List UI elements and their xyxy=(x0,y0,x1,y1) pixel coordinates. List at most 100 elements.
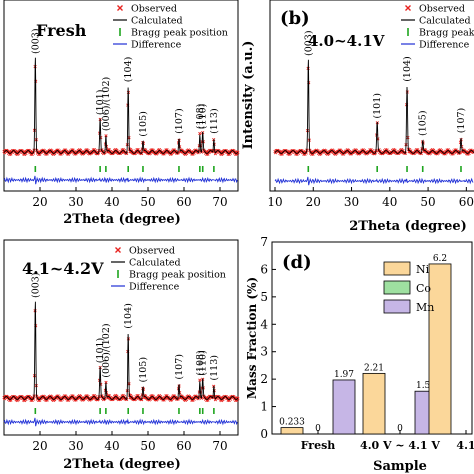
peak-label: (003) xyxy=(30,272,41,298)
legend-entry: Ni xyxy=(416,263,430,276)
bars: 0.233 0 1.97 2.21 0 1.56 6.2 xyxy=(279,254,452,435)
peak-label: (101) xyxy=(95,338,106,364)
legend-swatch-mn xyxy=(383,299,411,314)
y-tick-label: 6 xyxy=(260,262,268,276)
peak-label: (003) xyxy=(30,28,41,54)
calculated-series xyxy=(3,301,239,400)
x-tick-label: 30 xyxy=(68,195,83,209)
legend-marker-observed xyxy=(117,5,123,11)
legend-entry: Bragg peak position xyxy=(419,28,474,39)
calculated-series xyxy=(274,59,474,154)
legend-entry: Difference xyxy=(419,40,470,51)
difference-series xyxy=(274,176,474,186)
x-tick-label: 40 xyxy=(104,195,119,209)
peak-label: (104) xyxy=(123,303,134,329)
y-axis-label: Intensity (a.u.) xyxy=(241,41,256,150)
x-tick-label: 4.1 xyxy=(456,439,474,452)
chart-title: Fresh xyxy=(36,21,87,40)
plot-area: (003) (101)(006)/(102) (104) (105) (107) (108… xyxy=(2,28,240,185)
legend-entry: Calculated xyxy=(419,16,471,27)
x-tick-label: Fresh xyxy=(301,439,336,452)
x-tick-label: 20 xyxy=(32,439,47,453)
difference-series xyxy=(3,417,238,427)
y-tick-label: 3 xyxy=(260,345,268,359)
x-tick-label: 70 xyxy=(212,439,227,453)
bar-value-label: 0.233 xyxy=(279,418,305,428)
peak-label: (110) xyxy=(198,350,209,376)
x-tick-label: 70 xyxy=(212,195,227,209)
bar-ni xyxy=(362,372,386,435)
legend-marker-observed xyxy=(405,5,411,11)
peak-label: (105) xyxy=(418,110,429,136)
x-tick-labels: Fresh 4.0 V ~ 4.1 V 4.1 xyxy=(301,430,474,452)
x-tick-label: 50 xyxy=(420,195,435,209)
peak-label: (108) xyxy=(195,350,206,376)
x-tick-label: 30 xyxy=(68,439,83,453)
x-tick-label: 60 xyxy=(176,195,191,209)
legend-entry: Bragg peak position xyxy=(131,28,228,39)
bar-value-label: 1.97 xyxy=(334,370,354,380)
y-axis-label: Mass Fraction (%) xyxy=(245,277,259,399)
peak-label: (113) xyxy=(209,108,220,134)
x-tick-label: 40 xyxy=(104,439,119,453)
bar-value-label: 1.56 xyxy=(416,381,436,391)
bar-value-label: 0 xyxy=(315,424,321,434)
y-tick-label: 5 xyxy=(260,290,268,304)
x-tick-labels: 20 30 40 50 60 70 xyxy=(32,187,228,209)
y-tick-label: 1 xyxy=(260,400,268,414)
peak-label: (107) xyxy=(174,354,185,380)
x-axis-label: Sample xyxy=(373,459,427,474)
peak-label: (003) xyxy=(303,30,314,56)
bar-value-label: 0 xyxy=(397,424,403,434)
x-tick-label: 60 xyxy=(459,195,474,209)
bar-value-label: 6.2 xyxy=(433,254,447,264)
legend-entry: Observed xyxy=(129,246,175,257)
y-tick-labels: 0 1 2 3 4 5 6 7 xyxy=(260,235,276,441)
legend-marker-observed xyxy=(115,247,121,253)
legend-entry: Difference xyxy=(131,40,182,51)
calculated-series xyxy=(3,57,239,154)
chart-title: 4.1~4.2V xyxy=(22,259,104,278)
legend-entry: Calculated xyxy=(129,258,181,269)
x-tick-label: 20 xyxy=(32,195,47,209)
peak-label: (105) xyxy=(138,357,149,383)
chart-title: 4.0~4.1V xyxy=(308,32,385,50)
peak-label: (105) xyxy=(138,111,149,137)
x-tick-label: 60 xyxy=(176,439,191,453)
x-tick-label: 4.0 V ~ 4.1 V xyxy=(360,439,440,452)
panel-mass-fraction: 0.233 0 1.97 2.21 0 1.56 6.2 0 1 2 3 4 5 6 7 Fresh 4.0… xyxy=(245,235,474,474)
legend-swatch-ni xyxy=(383,261,411,276)
x-axis-label: 2Theta (degree) xyxy=(63,212,181,227)
x-tick-label: 30 xyxy=(344,195,359,209)
legend-swatch-co xyxy=(383,280,411,295)
plot-frame xyxy=(3,0,239,192)
y-tick-label: 0 xyxy=(260,427,268,441)
legend-entry: Observed xyxy=(131,4,177,15)
peak-label: (104) xyxy=(123,57,134,83)
panel-fresh: (003) (101)(006)/(102) (104) (105) (107) (108… xyxy=(2,0,240,227)
peak-label: (101) xyxy=(372,93,383,119)
x-tick-label: 10 xyxy=(267,195,282,209)
bar-ni xyxy=(428,263,452,435)
legend-entry: Mn xyxy=(416,301,434,314)
legend-entry: Bragg peak position xyxy=(129,270,226,281)
x-tick-label: 40 xyxy=(382,195,397,209)
peak-label: (006)/(102) xyxy=(101,77,112,131)
legend-entry: Observed xyxy=(419,4,465,15)
x-tick-label: 50 xyxy=(140,195,155,209)
y-tick-label: 4 xyxy=(260,317,268,331)
peak-label: (006)/(102) xyxy=(101,323,112,377)
x-tick-label: 50 xyxy=(140,439,155,453)
difference-series xyxy=(3,175,238,185)
peak-label: (113) xyxy=(209,355,220,381)
peak-label: (101) xyxy=(95,90,106,116)
legend: Ni Co Mn xyxy=(383,261,434,314)
x-axis-label: 2Theta (degree) xyxy=(349,219,467,234)
bar-ni xyxy=(280,427,304,435)
peak-label: (107) xyxy=(174,108,185,134)
plot-frame xyxy=(3,239,239,436)
